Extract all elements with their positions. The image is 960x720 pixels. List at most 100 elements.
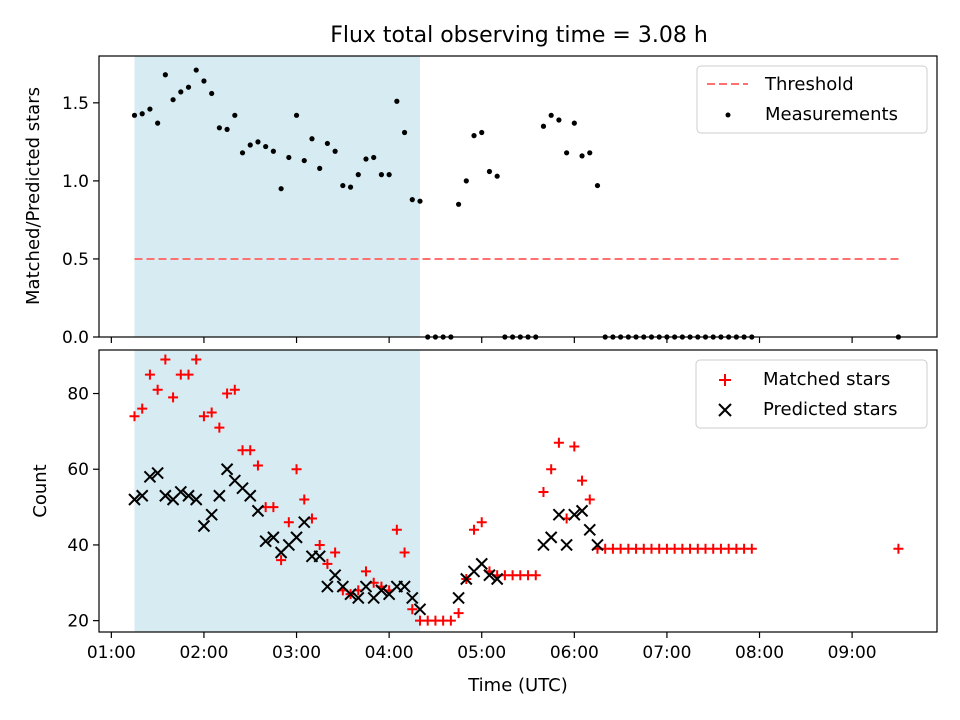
measurement-point	[371, 154, 377, 161]
measurement-point	[309, 136, 315, 142]
matched-star-point	[222, 388, 233, 399]
measurement-point	[232, 112, 238, 118]
matched-star-point	[152, 384, 163, 395]
measurement-point	[185, 84, 192, 90]
matched-star-point	[183, 369, 194, 380]
measurement-point	[332, 148, 338, 154]
measurement-point	[571, 120, 577, 126]
matched-star-point	[746, 543, 757, 554]
measurement-point	[239, 150, 246, 156]
predicted-star-point	[544, 531, 558, 544]
matched-star-point	[546, 464, 557, 475]
predicted-star-point	[406, 591, 419, 605]
matched-star-point	[229, 384, 240, 395]
matched-star-point	[391, 524, 402, 535]
predicted-star-point	[321, 580, 334, 593]
count-panel-frame	[98, 349, 938, 633]
measurement-point	[556, 117, 562, 123]
matched-star-point	[129, 411, 140, 422]
matched-star-point	[530, 570, 541, 581]
x-tick-label: 07:00	[642, 643, 691, 663]
measurement-point	[409, 197, 415, 203]
matched-star-point	[407, 604, 418, 615]
matched-star-point	[206, 407, 217, 418]
y-tick-label: 60	[67, 460, 89, 480]
y-tick-label: 0.0	[62, 328, 89, 348]
measurement-point	[247, 142, 253, 148]
measurement-point	[455, 201, 462, 207]
count-panel-legend: Matched stars Predicted stars	[695, 359, 928, 429]
legend-predicted-swatch	[718, 403, 732, 417]
predicted-star-point	[220, 463, 234, 476]
x-tick-label: 06:00	[550, 643, 599, 663]
measurement-point	[548, 112, 554, 118]
predicted-star-point	[475, 557, 488, 571]
predicted-star-point	[136, 489, 149, 502]
predicted-star-point	[197, 519, 211, 533]
predicted-star-point	[313, 550, 326, 563]
legend-measurements-swatch	[725, 112, 731, 118]
matched-star-point	[214, 422, 225, 433]
matched-star-point	[476, 517, 487, 528]
measurement-point	[355, 172, 361, 178]
predicted-star-point	[213, 489, 226, 502]
predicted-star-point	[552, 508, 566, 521]
predicted-star-point	[490, 572, 504, 586]
predicted-star-point	[344, 587, 357, 601]
measurement-point	[301, 157, 307, 164]
measurement-point	[347, 184, 354, 190]
measurement-point	[463, 178, 469, 184]
matched-star-point	[191, 354, 202, 365]
ratio-panel-shaded-interval	[134, 56, 421, 337]
matched-star-point	[445, 615, 456, 626]
measurement-point	[216, 125, 222, 131]
measurement-point	[564, 150, 570, 156]
x-tick-label: 03:00	[272, 643, 321, 663]
measurement-point	[131, 112, 138, 118]
measurement-point	[363, 156, 369, 162]
y-tick-label: 20	[67, 612, 89, 632]
x-tick-label: 09:00	[828, 643, 877, 663]
matched-star-point	[137, 403, 148, 414]
y-tick-label: 1.5	[62, 94, 89, 114]
measurement-point	[340, 182, 346, 189]
matched-star-point	[584, 494, 595, 505]
matched-star-point	[577, 475, 588, 486]
y-tick-label: 1.0	[62, 172, 89, 192]
measurement-point	[270, 148, 276, 154]
measurement-point	[162, 72, 168, 78]
predicted-star-point	[290, 531, 303, 544]
count-panel-xlabel: Time (UTC)	[467, 675, 568, 696]
predicted-star-point	[205, 508, 218, 521]
measurement-point	[471, 133, 477, 139]
measurement-point	[540, 123, 547, 129]
predicted-star-point	[244, 489, 257, 502]
matched-star-point	[168, 392, 179, 403]
predicted-star-point	[174, 485, 188, 499]
predicted-star-point	[128, 493, 141, 506]
matched-star-point	[314, 539, 325, 550]
measurement-point	[139, 111, 145, 117]
measurement-point	[178, 89, 184, 95]
x-tick-label: 08:00	[735, 643, 784, 663]
x-tick-label: 02:00	[179, 643, 228, 663]
matched-star-point	[268, 502, 279, 513]
measurement-point	[317, 165, 323, 171]
measurement-point	[209, 90, 215, 97]
x-tick-label: 01:00	[87, 643, 136, 663]
count-panel-ylabel: Count	[30, 464, 51, 517]
measurement-point	[155, 120, 161, 126]
ratio-panel-marks	[131, 67, 902, 340]
matched-star-point	[276, 555, 287, 566]
matched-star-point	[322, 558, 333, 569]
predicted-star-point	[298, 516, 311, 529]
legend-measurements-label: Measurements	[765, 104, 898, 125]
measurement-point	[193, 67, 199, 73]
y-tick-label: 40	[67, 536, 89, 556]
x-tick-label: 05:00	[457, 643, 506, 663]
predicted-star-point	[375, 584, 388, 597]
count-panel-marks	[128, 354, 904, 626]
predicted-star-point	[251, 504, 265, 518]
legend-matched-label: Matched stars	[763, 369, 890, 390]
